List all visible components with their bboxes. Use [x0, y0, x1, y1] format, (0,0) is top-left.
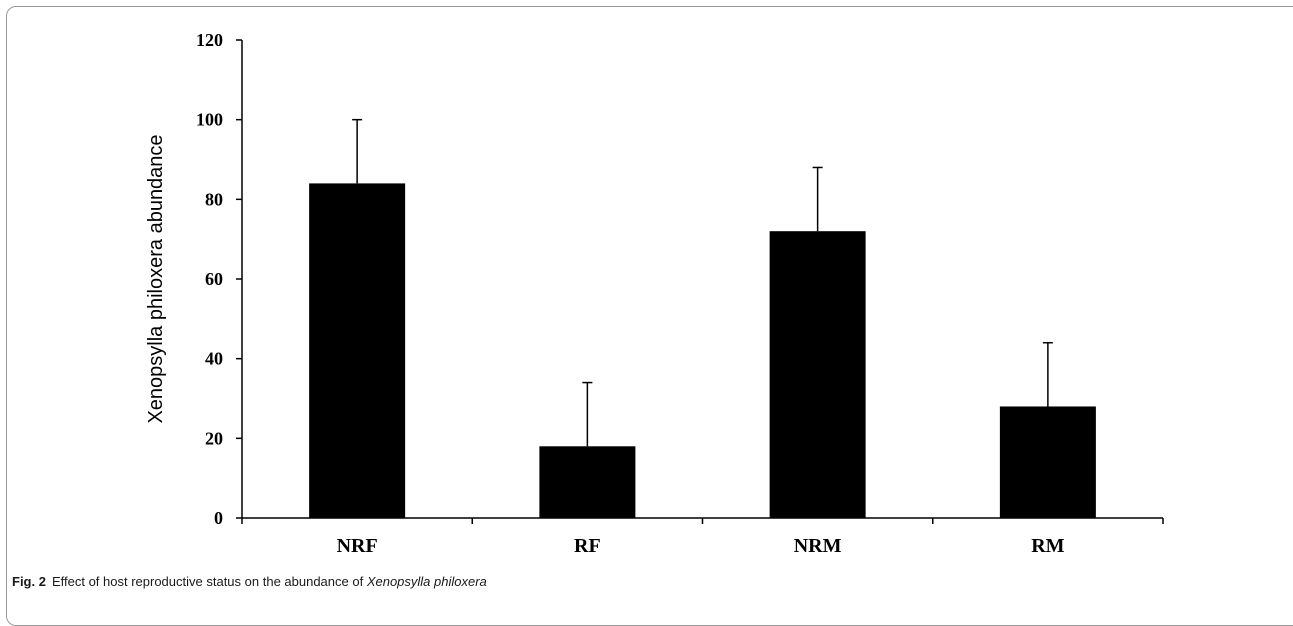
- y-tick-label: 0: [214, 508, 223, 528]
- x-axis: NRF RF NRM RM: [241, 517, 1164, 557]
- bar-nrf: [309, 183, 406, 518]
- y-axis-title: Xenopsylla philoxera abundance: [145, 134, 167, 423]
- y-tick-label: 120: [196, 30, 223, 50]
- y-tick-label: 20: [205, 428, 223, 448]
- y-tick-label: 100: [196, 110, 223, 130]
- y-tick-label: 60: [205, 269, 223, 289]
- caption-species: Xenopsylla philoxera: [366, 574, 487, 589]
- bars-group: [309, 118, 1096, 518]
- y-tick-label: 80: [205, 189, 223, 209]
- x-tick-label-nrm: NRM: [794, 535, 842, 557]
- y-axis: 0 20 40 60 80 100 120: [196, 30, 243, 528]
- figure-caption: Fig. 2 Effect of host reproductive status…: [12, 574, 487, 589]
- x-tick-label-rf: RF: [574, 535, 601, 557]
- bar-rm: [999, 406, 1096, 518]
- bar-rf: [539, 446, 636, 518]
- bar-nrm: [769, 231, 866, 518]
- bar-chart: Xenopsylla philoxera abundance 0 20 40 60 80…: [145, 30, 1164, 557]
- figure-label: Fig. 2: [12, 574, 46, 589]
- caption-text: Effect of host reproductive status on th…: [51, 574, 367, 589]
- y-tick-label: 40: [205, 349, 223, 369]
- x-tick-label-rm: RM: [1031, 535, 1064, 557]
- x-tick-label-nrf: NRF: [337, 535, 378, 557]
